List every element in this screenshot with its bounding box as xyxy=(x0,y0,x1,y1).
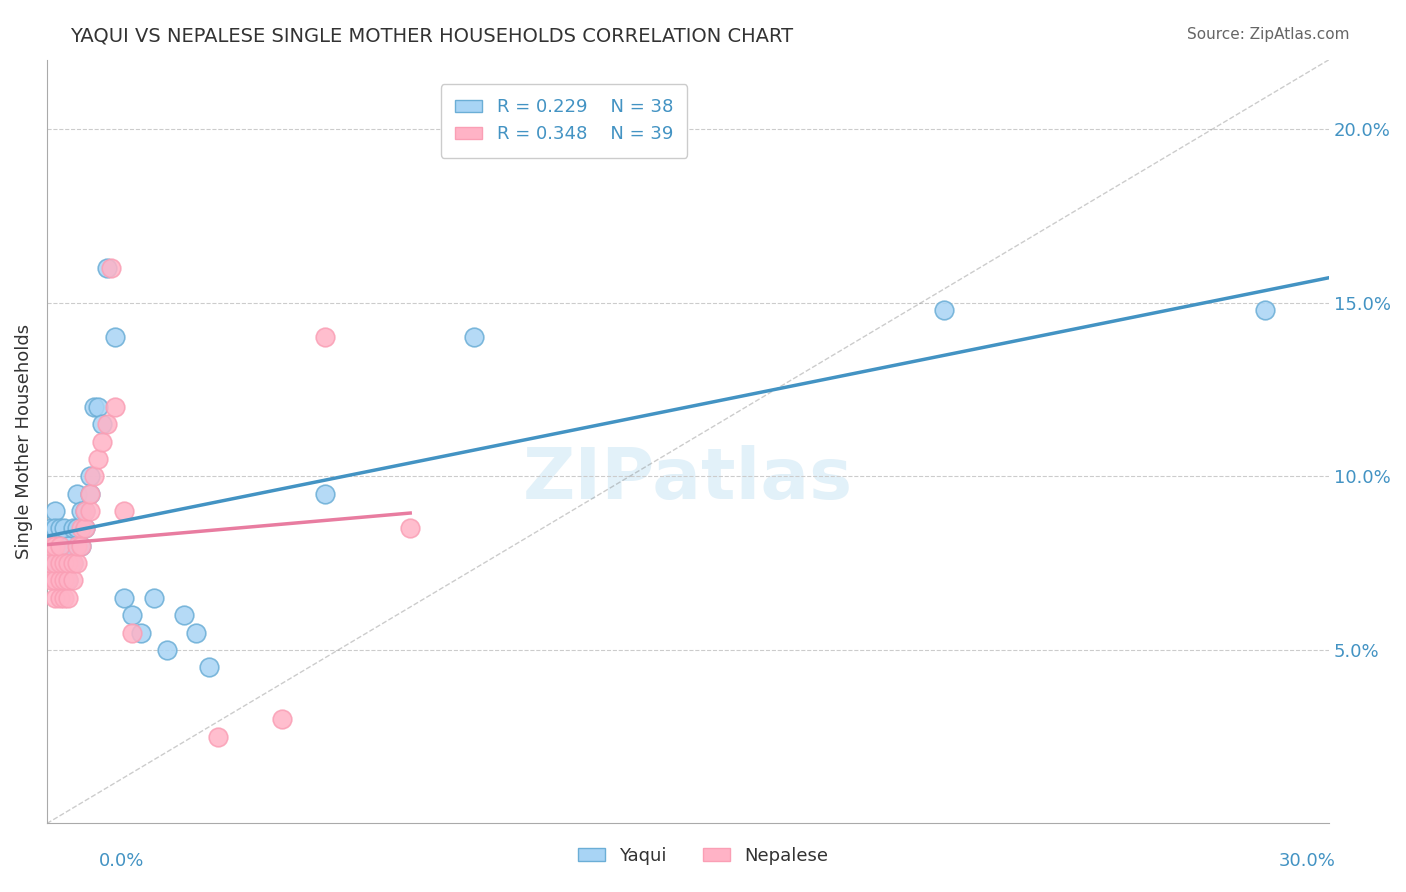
Point xyxy=(129,625,152,640)
Point xyxy=(121,625,143,640)
Point xyxy=(58,574,80,588)
Point xyxy=(48,539,70,553)
Point xyxy=(75,504,97,518)
Point xyxy=(83,400,105,414)
Point xyxy=(44,574,66,588)
Point xyxy=(48,556,70,570)
Point xyxy=(70,521,93,535)
Point xyxy=(66,521,89,535)
Point xyxy=(48,591,70,605)
Point xyxy=(87,451,110,466)
Point xyxy=(62,521,84,535)
Point xyxy=(53,591,76,605)
Point xyxy=(53,556,76,570)
Point xyxy=(83,469,105,483)
Point xyxy=(91,417,114,432)
Point xyxy=(39,521,62,535)
Point xyxy=(155,643,177,657)
Point xyxy=(62,556,84,570)
Point xyxy=(121,608,143,623)
Point xyxy=(44,521,66,535)
Point xyxy=(75,521,97,535)
Point xyxy=(53,574,76,588)
Text: 0.0%: 0.0% xyxy=(98,852,143,870)
Point xyxy=(75,504,97,518)
Point xyxy=(79,486,101,500)
Point xyxy=(39,574,62,588)
Point xyxy=(44,504,66,518)
Point xyxy=(62,574,84,588)
Point xyxy=(79,504,101,518)
Point xyxy=(91,434,114,449)
Point xyxy=(1254,302,1277,317)
Point xyxy=(66,486,89,500)
Point xyxy=(70,539,93,553)
Point xyxy=(44,539,66,553)
Point xyxy=(314,486,336,500)
Point xyxy=(53,521,76,535)
Text: YAQUI VS NEPALESE SINGLE MOTHER HOUSEHOLDS CORRELATION CHART: YAQUI VS NEPALESE SINGLE MOTHER HOUSEHOL… xyxy=(70,27,793,45)
Point xyxy=(87,400,110,414)
Legend: R = 0.229    N = 38, R = 0.348    N = 39: R = 0.229 N = 38, R = 0.348 N = 39 xyxy=(440,84,688,158)
Point xyxy=(70,539,93,553)
Point xyxy=(104,330,127,344)
Point xyxy=(463,330,485,344)
Point xyxy=(58,556,80,570)
Point xyxy=(44,556,66,570)
Point xyxy=(39,556,62,570)
Point xyxy=(39,556,62,570)
Point xyxy=(48,574,70,588)
Point xyxy=(75,521,97,535)
Y-axis label: Single Mother Households: Single Mother Households xyxy=(15,324,32,559)
Point xyxy=(79,486,101,500)
Text: 30.0%: 30.0% xyxy=(1279,852,1336,870)
Point xyxy=(271,712,294,726)
Point xyxy=(48,539,70,553)
Point xyxy=(186,625,208,640)
Point xyxy=(112,591,135,605)
Point xyxy=(96,260,118,275)
Point xyxy=(79,469,101,483)
Point xyxy=(58,539,80,553)
Point xyxy=(58,591,80,605)
Point xyxy=(112,504,135,518)
Point xyxy=(207,730,229,744)
Point xyxy=(58,574,80,588)
Point xyxy=(53,556,76,570)
Point xyxy=(48,521,70,535)
Point xyxy=(62,556,84,570)
Point xyxy=(104,400,127,414)
Text: ZIPatlas: ZIPatlas xyxy=(523,445,853,514)
Point xyxy=(44,556,66,570)
Point xyxy=(934,302,956,317)
Point xyxy=(44,591,66,605)
Text: Source: ZipAtlas.com: Source: ZipAtlas.com xyxy=(1187,27,1350,42)
Point xyxy=(39,539,62,553)
Point xyxy=(100,260,122,275)
Point xyxy=(142,591,165,605)
Point xyxy=(66,556,89,570)
Point xyxy=(314,330,336,344)
Point xyxy=(399,521,422,535)
Point xyxy=(198,660,221,674)
Point xyxy=(66,539,89,553)
Point xyxy=(70,504,93,518)
Legend: Yaqui, Nepalese: Yaqui, Nepalese xyxy=(568,838,838,874)
Point xyxy=(96,417,118,432)
Point xyxy=(173,608,195,623)
